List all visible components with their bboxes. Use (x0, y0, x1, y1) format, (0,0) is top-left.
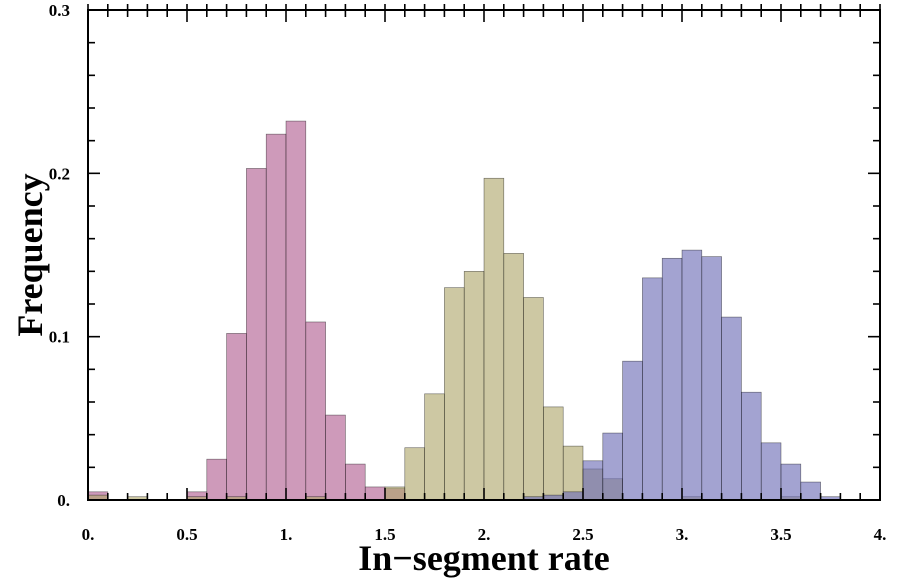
bar-rate-3-12 (760, 442, 782, 501)
bar-rate-3-6 (642, 277, 663, 501)
bar-rate-1-2 (206, 458, 227, 501)
x-axis-title: In−segment rate (358, 538, 609, 578)
series-rate-2 (87, 177, 802, 501)
x-tick-label: 3. (676, 525, 689, 544)
x-tick-label: 1. (280, 525, 293, 544)
y-tick-labels: 0. 0.1 0.2 0.3 (49, 1, 70, 510)
bar-rate-2-11 (503, 253, 524, 501)
series-rate-3 (523, 249, 841, 501)
series-rate-1 (87, 120, 406, 501)
bar-rate-3-9 (701, 256, 722, 501)
bar-rate-2-5 (384, 486, 406, 501)
bar-rate-1-10 (364, 486, 386, 501)
y-tick-label: 0.3 (49, 1, 70, 20)
bar-rate-1-5 (265, 133, 287, 501)
bar-rate-2-10 (483, 177, 505, 501)
x-tick-labels: 0. 0.5 1. 1.5 2. 2.5 3. 3.5 4. (82, 525, 887, 544)
bar-rate-3-14 (800, 481, 821, 501)
bar-rate-3-7 (661, 257, 683, 501)
bar-rate-2-13 (543, 406, 564, 501)
bar-rate-1-9 (345, 463, 366, 501)
bar-rate-3-11 (741, 391, 762, 501)
bar-rate-3-3 (582, 460, 604, 501)
bar-rate-1-3 (226, 333, 247, 501)
y-tick-label: 0. (57, 491, 70, 510)
x-tick-label: 2.5 (572, 525, 593, 544)
bar-rate-3-2 (562, 491, 584, 501)
bar-rate-2-12 (523, 297, 544, 501)
x-tick-label: 4. (874, 525, 887, 544)
x-tick-label: 1.5 (374, 525, 395, 544)
bar-rate-1-4 (246, 168, 267, 501)
bar-rate-2-6 (404, 447, 425, 501)
bar-rate-2-7 (424, 393, 445, 501)
bar-rate-3-4 (602, 432, 623, 501)
bar-rate-1-6 (285, 120, 307, 501)
ticks-layer (87, 4, 881, 501)
y-tick-label: 0.2 (49, 164, 70, 183)
y-axis-title: Frequency (10, 173, 50, 336)
bar-rate-3-13 (780, 463, 802, 501)
bars-layer (87, 120, 841, 501)
x-tick-label: 0. (82, 525, 95, 544)
bar-rate-3-5 (622, 360, 643, 501)
bar-rate-2-8 (444, 287, 465, 501)
bar-rate-1-8 (325, 414, 346, 501)
x-tick-label: 3.5 (770, 525, 791, 544)
bar-rate-3-10 (721, 316, 742, 501)
x-tick-label: 0.5 (176, 525, 197, 544)
bar-rate-3-8 (681, 249, 703, 501)
y-tick-label: 0.1 (49, 328, 70, 347)
bar-rate-2-9 (463, 271, 485, 501)
x-tick-label: 2. (478, 525, 491, 544)
bar-rate-1-7 (305, 321, 326, 501)
